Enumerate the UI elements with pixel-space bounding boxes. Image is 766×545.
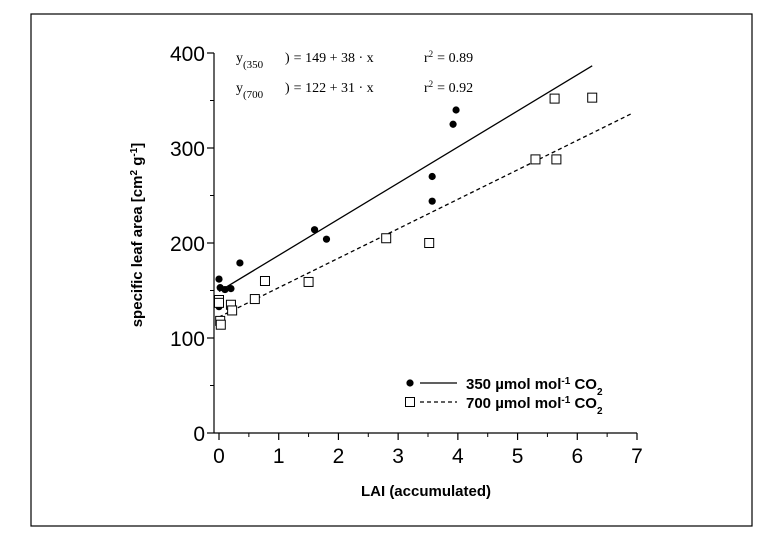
data-point-filled-circle <box>310 226 319 234</box>
data-point-filled-circle <box>227 285 235 293</box>
legend-label-700: 700 µmol mol-1 CO2 <box>466 395 603 417</box>
data-point-open-square <box>227 305 238 316</box>
legend-label-350: 350 µmol mol-1 CO2 <box>466 376 603 398</box>
equation-350: y(350) = 149 + 38 · x <box>236 51 374 71</box>
data-point-open-square <box>249 294 260 305</box>
fit-lines <box>218 65 632 318</box>
y-tick-label: 400 <box>170 43 205 66</box>
x-tick-label: 7 <box>631 445 643 468</box>
data-point-filled-circle <box>215 275 223 283</box>
data-point-filled-circle <box>449 120 457 128</box>
legend: 350 µmol mol-1 CO2 700 µmol mol-1 CO2 <box>405 376 603 417</box>
legend-marker-open-square <box>405 397 415 407</box>
data-point-open-square <box>214 297 224 308</box>
data-point-open-square <box>381 233 392 244</box>
y-tick-label: 100 <box>170 328 205 351</box>
x-tick-label: 3 <box>392 445 404 468</box>
figure-frame <box>30 13 753 527</box>
x-tick-label: 6 <box>571 445 583 468</box>
data-point-filled-circle <box>452 106 460 114</box>
x-axis-title: LAI (accumulated) <box>361 483 491 500</box>
fit-line-series-1 <box>218 65 593 293</box>
y-tick-label: 0 <box>193 423 205 446</box>
legend-item-700: 700 µmol mol-1 CO2 <box>405 395 603 417</box>
data-point-open-square <box>551 154 562 165</box>
data-point-filled-circle <box>221 285 229 294</box>
x-tick-label: 2 <box>333 445 345 468</box>
y-tick-label: 300 <box>170 138 205 161</box>
fit-line-series-2 <box>218 113 632 318</box>
equation-700: y(700) = 122 + 31 · x <box>236 81 374 101</box>
legend-item-350: 350 µmol mol-1 CO2 <box>406 376 603 398</box>
x-tick-label: 5 <box>512 445 524 468</box>
legend-marker-filled-circle <box>406 379 414 387</box>
y-tick-label: 200 <box>170 233 205 256</box>
data-point-open-square <box>215 319 226 330</box>
data-point-filled-circle <box>236 259 244 267</box>
data-point-filled-circle <box>428 197 436 205</box>
axes: 0 1 2 3 4 5 6 7 0 100 200 300 400 <box>170 43 643 468</box>
data-point-open-square <box>303 276 314 287</box>
x-tick-label: 1 <box>273 445 285 468</box>
data-point-filled-circle <box>428 172 436 181</box>
data-point-open-square <box>259 276 270 286</box>
y-axis-title: specific leaf area [cm2 g-1] <box>129 143 147 328</box>
data-points <box>214 92 598 330</box>
data-point-filled-circle <box>322 235 331 243</box>
x-tick-label: 4 <box>452 445 464 468</box>
data-point-open-square <box>424 238 435 248</box>
r-squared-350: r2 = 0.89 <box>424 49 473 66</box>
data-point-open-square <box>587 92 598 103</box>
x-tick-label: 0 <box>213 445 225 468</box>
data-point-open-square <box>530 154 541 165</box>
r-squared-700: r2 = 0.92 <box>424 79 473 96</box>
data-point-open-square <box>549 93 560 104</box>
